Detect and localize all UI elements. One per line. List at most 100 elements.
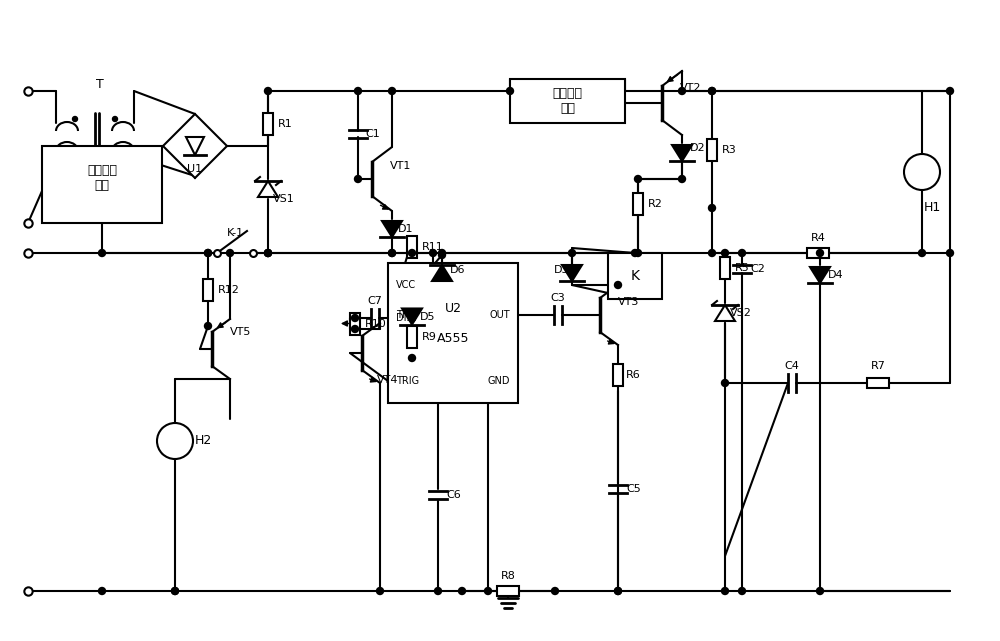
Text: R10: R10 [365,319,387,328]
Circle shape [265,249,272,256]
Text: VT3: VT3 [618,297,639,307]
Text: R12: R12 [218,285,240,294]
Circle shape [265,88,272,94]
Text: 差分放大
电路: 差分放大 电路 [552,87,582,115]
Bar [203,278,213,301]
Circle shape [708,88,716,94]
Circle shape [265,249,272,256]
Circle shape [172,588,179,594]
Circle shape [409,312,416,319]
Circle shape [439,249,446,256]
Text: D6: D6 [450,265,466,275]
Circle shape [205,322,212,329]
Polygon shape [382,221,402,237]
Text: R6: R6 [626,369,641,379]
Circle shape [389,249,396,256]
Text: VT1: VT1 [390,161,411,171]
Circle shape [722,588,728,594]
Bar [633,192,643,215]
Circle shape [389,88,396,94]
Text: DIS: DIS [396,313,413,323]
Circle shape [678,176,686,183]
Circle shape [99,249,106,256]
Bar [407,236,417,258]
Text: H2: H2 [195,435,212,447]
Text: VS2: VS2 [730,308,752,318]
Circle shape [355,176,362,183]
Circle shape [113,117,118,122]
Circle shape [816,588,823,594]
Circle shape [435,588,442,594]
Text: R1: R1 [278,119,293,128]
Text: C3: C3 [551,293,565,303]
Circle shape [614,588,622,594]
Polygon shape [672,145,692,161]
Circle shape [614,281,622,288]
Circle shape [227,249,234,256]
Text: VS1: VS1 [273,194,295,204]
Text: C6: C6 [446,490,461,499]
Circle shape [73,117,78,122]
Text: D5: D5 [420,312,436,322]
Polygon shape [258,181,278,197]
Circle shape [485,588,492,594]
Text: D4: D4 [828,270,844,280]
Circle shape [816,249,823,256]
Text: R4: R4 [811,233,825,243]
Polygon shape [402,308,422,324]
Text: C2: C2 [750,264,765,274]
Text: VT5: VT5 [230,327,251,337]
Text: 波纹抑制
电路: 波纹抑制 电路 [87,164,117,192]
Bar [608,253,662,299]
Circle shape [635,176,642,183]
Circle shape [678,88,686,94]
Text: U1: U1 [187,164,203,174]
Bar [720,257,730,279]
Bar [510,79,625,123]
Circle shape [459,588,466,594]
Circle shape [614,588,622,594]
Bar [497,586,519,596]
Bar [388,263,518,403]
Text: R2: R2 [648,199,663,208]
Text: K-1: K-1 [226,228,244,238]
Circle shape [738,249,746,256]
Circle shape [708,249,716,256]
Circle shape [172,588,179,594]
Text: U2: U2 [444,301,462,315]
Circle shape [946,88,954,94]
Circle shape [722,379,728,387]
Circle shape [738,588,746,594]
Text: VT4: VT4 [377,375,399,385]
Circle shape [918,249,926,256]
Text: THR: THR [396,310,416,320]
Bar [42,146,162,223]
Text: C5: C5 [626,483,641,494]
Text: R5: R5 [735,263,750,273]
Text: R3: R3 [722,144,737,154]
Circle shape [355,88,362,94]
Text: D3: D3 [554,265,570,275]
Text: VT2: VT2 [680,83,702,93]
Polygon shape [432,265,452,281]
Bar [707,138,717,160]
Text: D1: D1 [398,224,414,234]
Text: K: K [631,269,640,283]
Circle shape [507,88,514,94]
Text: OUT: OUT [489,310,510,320]
Text: C4: C4 [785,361,799,371]
Circle shape [409,315,416,322]
Circle shape [708,88,716,94]
Text: GND: GND [488,376,510,386]
Polygon shape [186,137,204,155]
Text: A555: A555 [437,331,469,344]
Circle shape [722,249,728,256]
Circle shape [429,249,436,256]
Polygon shape [810,267,830,283]
Circle shape [409,354,416,362]
Text: H1: H1 [924,201,941,213]
Text: R9: R9 [422,331,437,342]
Polygon shape [163,114,227,178]
Circle shape [439,251,446,258]
Text: R8: R8 [501,571,515,581]
